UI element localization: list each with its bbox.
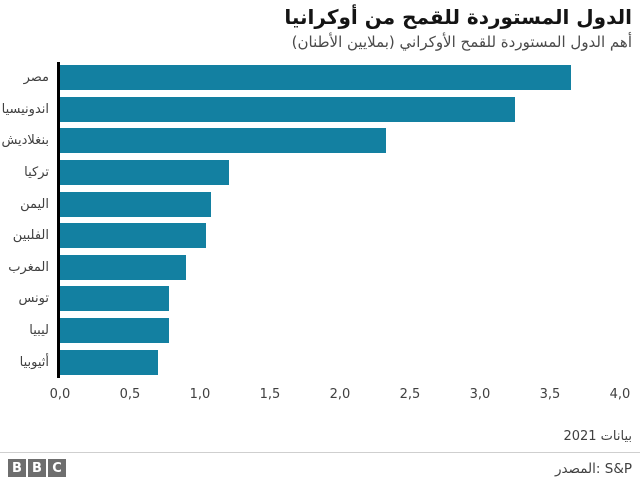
chart-header: الدول المستوردة للقمح من أوكرانيا أهم ال… — [8, 5, 632, 53]
source-credit: المصدر: S&P — [554, 461, 632, 477]
bar-row: أثيوبيا — [0, 346, 640, 378]
bar — [60, 160, 230, 186]
bar-track — [60, 223, 620, 249]
chart-title: الدول المستوردة للقمح من أوكرانيا — [284, 5, 632, 29]
bar-track — [60, 128, 620, 154]
category-label: تركيا — [24, 165, 49, 181]
chart-subtitle: أهم الدول المستوردة للقمح الأوكراني (بمل… — [291, 33, 632, 51]
bar-row: تركيا — [0, 157, 640, 189]
bar-rows: مصر اندونيسيا بنغلاديش تركيا اليمن الفلبين الم… — [0, 62, 640, 378]
bbc-logo-letter: C — [48, 459, 66, 477]
x-tick-label: 4,0 — [609, 387, 631, 402]
category-label: بنغلاديش — [1, 133, 49, 149]
bar — [60, 191, 212, 217]
bar-track — [60, 65, 620, 91]
bar-track — [60, 318, 620, 344]
x-tick-label: 3,5 — [539, 387, 561, 402]
category-label: اليمن — [20, 196, 49, 212]
y-axis-line — [57, 62, 60, 378]
bar-track — [60, 160, 620, 186]
bar-row: تونس — [0, 283, 640, 315]
x-tick-label: 1,5 — [259, 387, 281, 402]
footer-divider — [0, 452, 640, 453]
x-tick-label: 3,0 — [469, 387, 491, 402]
bar — [60, 318, 170, 344]
x-tick-label: 0,0 — [49, 387, 71, 402]
bbc-logo-letter: B — [28, 459, 46, 477]
bbc-logo-letter: B — [8, 459, 26, 477]
bar-track — [60, 349, 620, 375]
bar-row: ليبيا — [0, 315, 640, 347]
category-label: ليبيا — [29, 323, 49, 339]
bar — [60, 254, 186, 280]
bar — [60, 65, 571, 91]
category-label: تونس — [18, 291, 49, 307]
category-label: المغرب — [8, 259, 49, 275]
bar-track — [60, 254, 620, 280]
data-year-note: بيانات 2021 — [563, 429, 632, 444]
bar — [60, 286, 170, 312]
bar-row: مصر — [0, 62, 640, 94]
bar-row: الفلبين — [0, 220, 640, 252]
bar-track — [60, 96, 620, 122]
x-tick-label: 2,5 — [399, 387, 421, 402]
bar-row: اليمن — [0, 188, 640, 220]
bar-row: المغرب — [0, 252, 640, 284]
bar-track — [60, 191, 620, 217]
category-label: اندونيسيا — [1, 101, 49, 117]
bar-row: بنغلاديش — [0, 125, 640, 157]
category-label: الفلبين — [12, 228, 49, 244]
x-tick-label: 1,0 — [189, 387, 211, 402]
bar-row: اندونيسيا — [0, 94, 640, 126]
bar-track — [60, 286, 620, 312]
bar — [60, 223, 206, 249]
x-tick-label: 0,5 — [119, 387, 141, 402]
category-label: أثيوبيا — [19, 354, 49, 370]
bar-chart-plot-area: مصر اندونيسيا بنغلاديش تركيا اليمن الفلبين الم… — [0, 62, 640, 378]
bar — [60, 96, 515, 122]
x-axis-tick-labels: 0,0 0,5 1,0 1,5 2,0 2,5 3,0 3,5 4,0 — [50, 387, 631, 405]
x-tick-label: 2,0 — [329, 387, 351, 402]
bar — [60, 128, 387, 154]
bar — [60, 349, 158, 375]
category-label: مصر — [23, 70, 49, 86]
